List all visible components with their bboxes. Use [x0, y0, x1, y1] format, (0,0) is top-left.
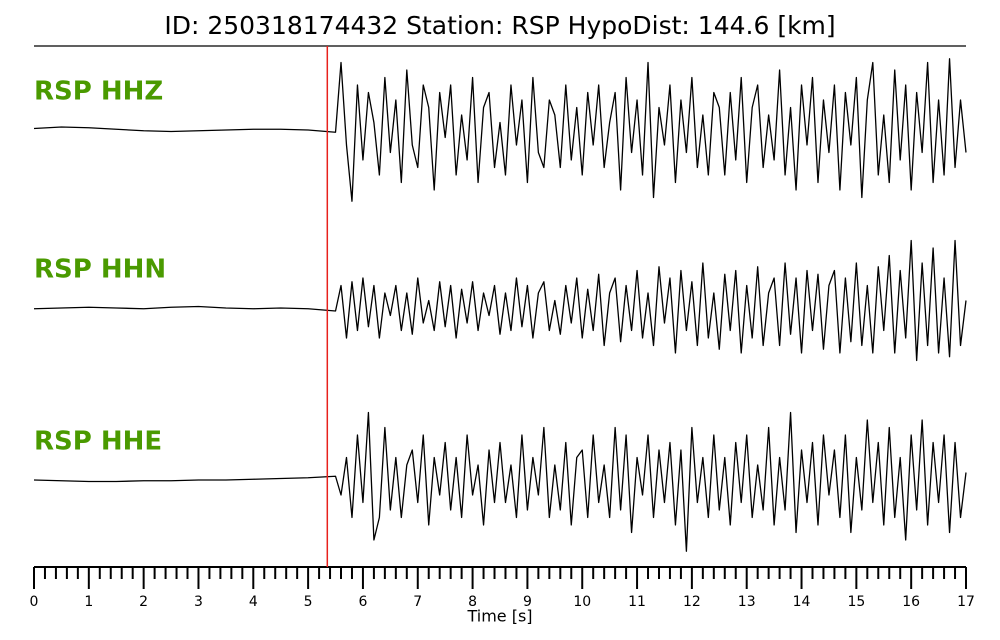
x-tick-label: 10	[573, 594, 591, 610]
x-tick-label: 3	[194, 594, 203, 610]
x-tick-label: 13	[738, 594, 756, 610]
trace-label: RSP HHZ	[34, 77, 163, 107]
trace-line	[33, 58, 967, 202]
x-tick-label: 0	[30, 594, 39, 610]
trace-line	[33, 411, 967, 552]
x-tick-label: 14	[793, 594, 811, 610]
x-tick-label: 9	[523, 594, 532, 610]
x-tick-label: 5	[304, 594, 313, 610]
x-tick-label: 17	[957, 594, 975, 610]
trace-label: RSP HHN	[34, 255, 166, 285]
trace-line	[33, 239, 967, 362]
x-tick-label: 6	[358, 594, 367, 610]
trace-label: RSP HHE	[34, 427, 162, 457]
x-tick-label: 12	[683, 594, 701, 610]
x-tick-label: 15	[847, 594, 865, 610]
x-tick-label: 11	[628, 594, 646, 610]
x-tick-label: 2	[139, 594, 148, 610]
x-axis-label: Time [s]	[466, 607, 532, 626]
x-tick-label: 1	[84, 594, 93, 610]
chart-title: ID: 250318174432 Station: RSP HypoDist: …	[164, 11, 835, 40]
x-tick-label: 16	[902, 594, 920, 610]
x-tick-label: 7	[413, 594, 422, 610]
x-tick-label: 4	[249, 594, 258, 610]
x-tick-label: 8	[468, 594, 477, 610]
